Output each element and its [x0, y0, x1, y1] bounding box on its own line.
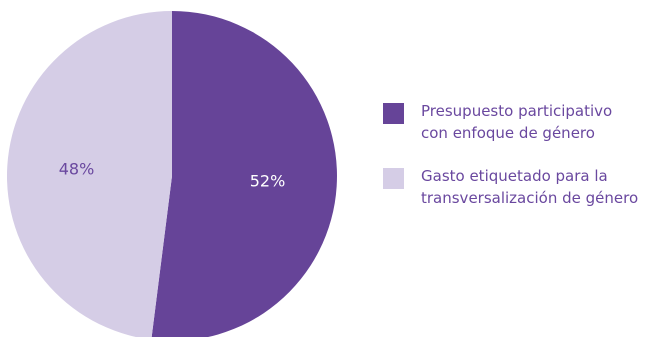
- data-label-presupuesto-participativo: 52%: [250, 172, 286, 191]
- data-label-gasto-etiquetado: 48%: [59, 160, 95, 179]
- pie-slice-presupuesto-participativo: [151, 11, 337, 337]
- legend-label-presupuesto-participativo: Presupuesto participativo con enfoque de…: [421, 102, 613, 142]
- legend: Presupuesto participativo con enfoque de…: [383, 100, 667, 230]
- legend-item-presupuesto-participativo: Presupuesto participativo con enfoque de…: [383, 100, 667, 144]
- legend-label-gasto-etiquetado: Gasto etiquetado para la transversalizac…: [421, 167, 639, 207]
- legend-swatch-gasto-etiquetado: [383, 168, 404, 189]
- legend-item-gasto-etiquetado: Gasto etiquetado para la transversalizac…: [383, 165, 667, 209]
- legend-swatch-presupuesto-participativo: [383, 103, 404, 124]
- pie-slice-gasto-etiquetado: [7, 11, 172, 337]
- pie-chart: 52% 48%: [7, 11, 337, 337]
